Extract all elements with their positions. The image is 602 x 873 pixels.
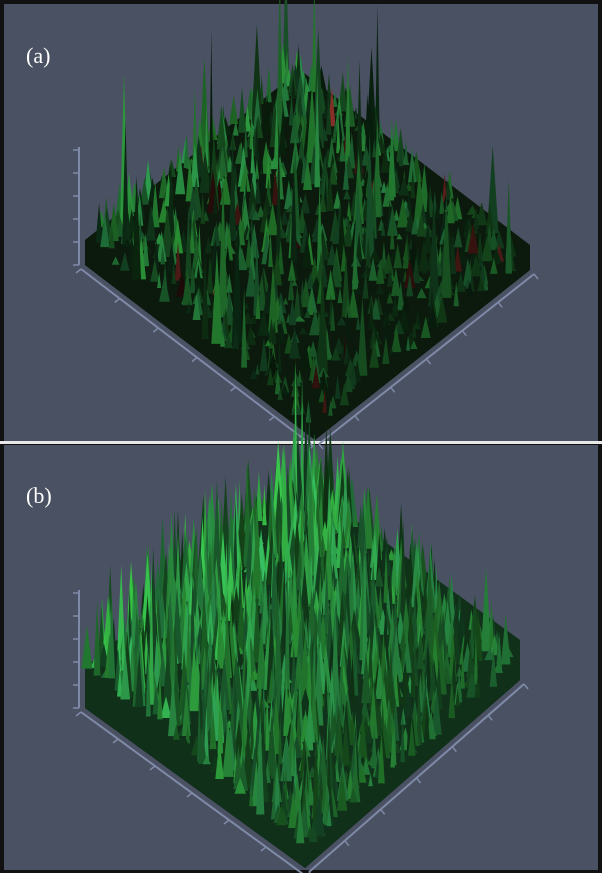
divider [0, 441, 602, 444]
panel-label: (a) [26, 43, 50, 68]
figure: (a) (b) [0, 0, 602, 873]
panel-label: (b) [26, 483, 52, 508]
page: (a) (b) (() => { const data = JSON.parse… [0, 0, 602, 873]
